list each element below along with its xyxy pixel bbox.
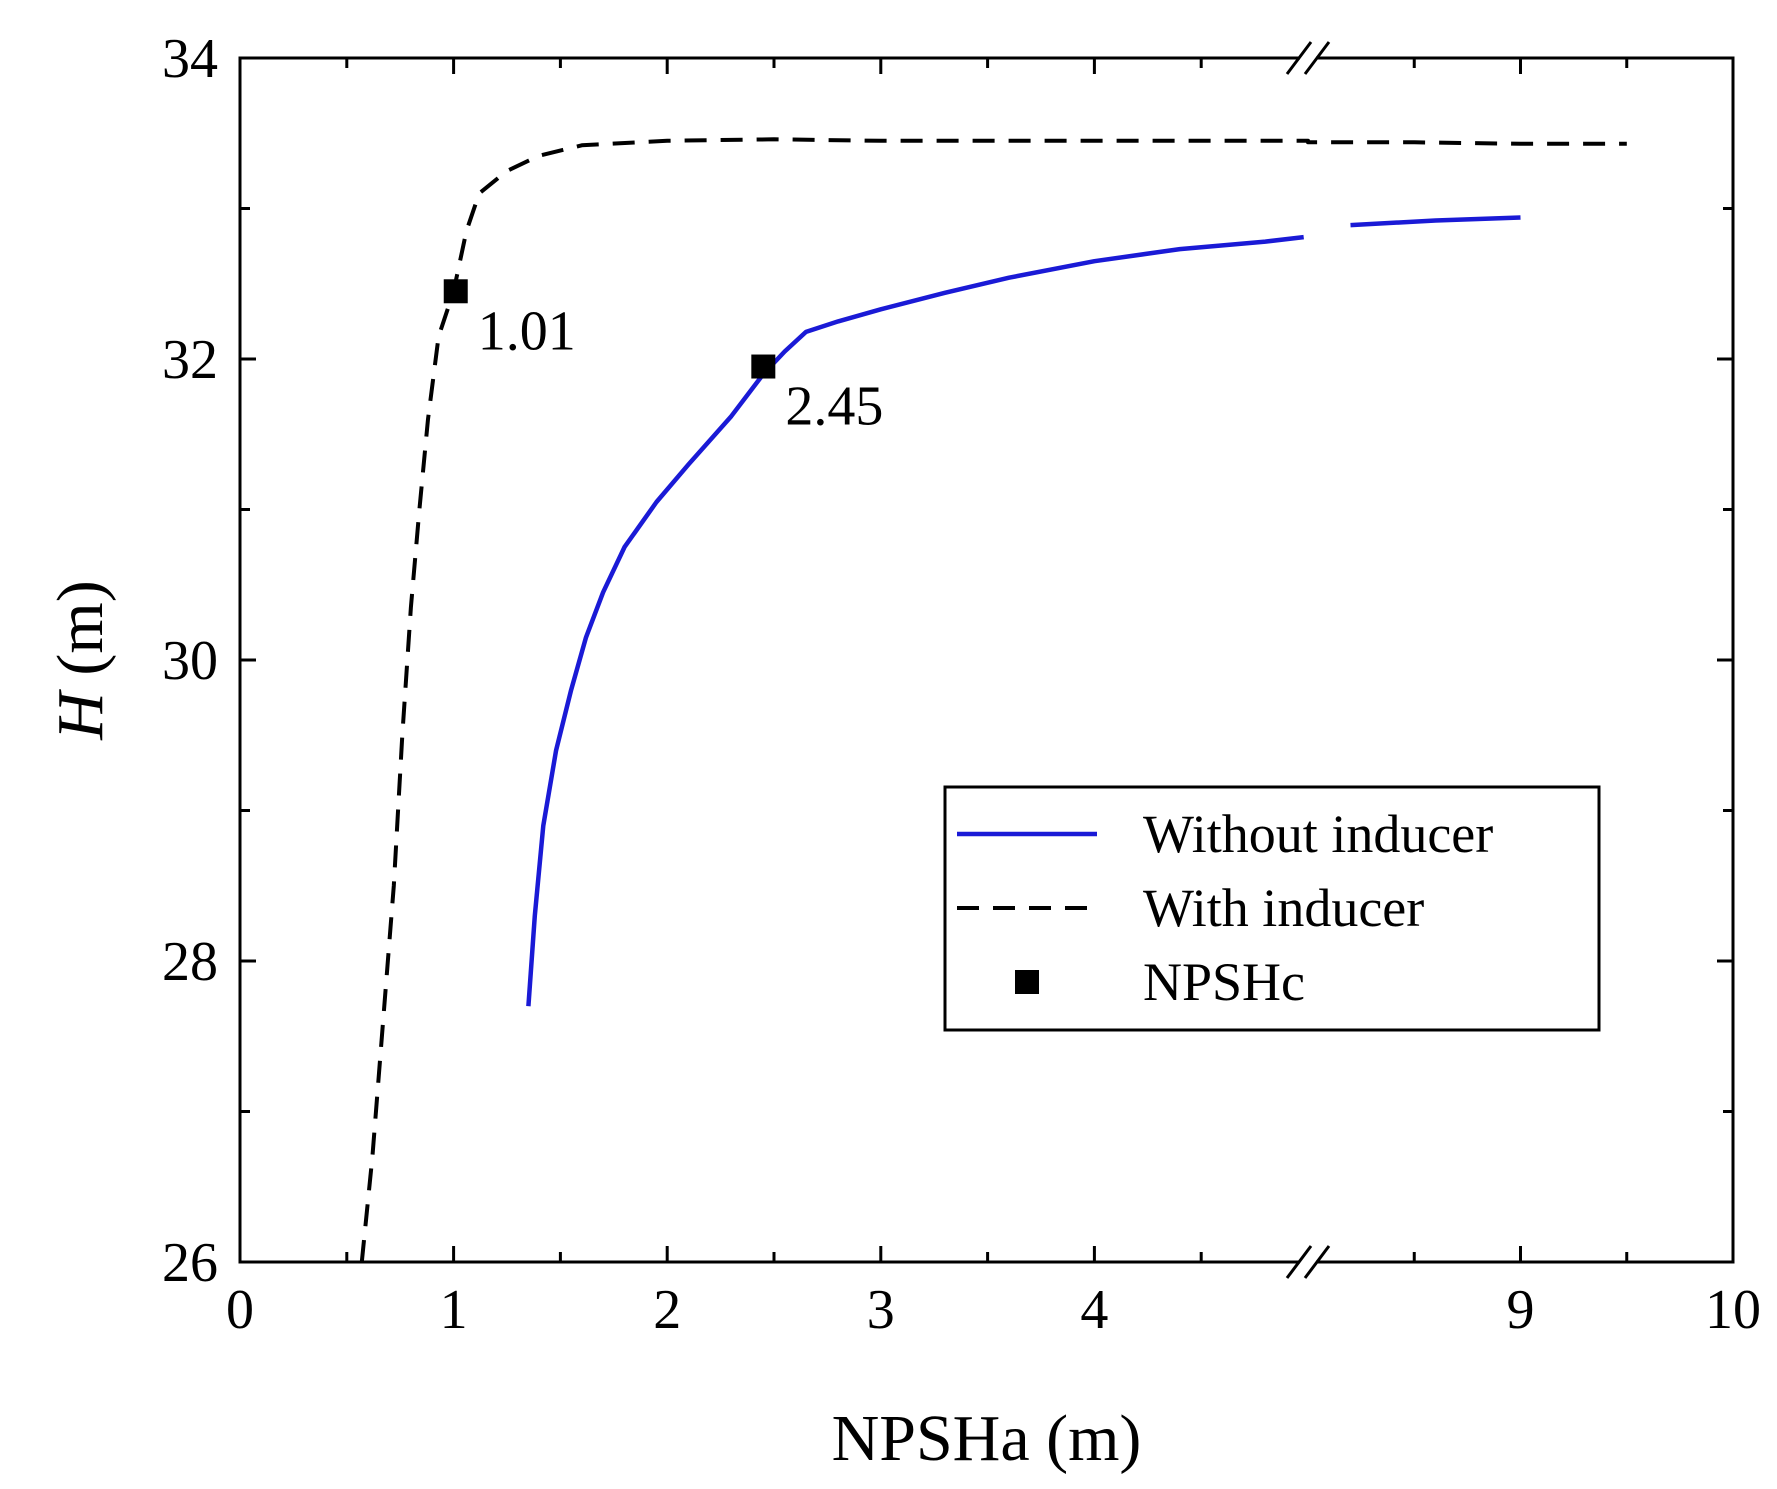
- legend: Without inducer With inducer NPSHc: [943, 785, 1601, 1032]
- series-line: [1350, 215, 1521, 228]
- legend-box: [943, 785, 1601, 1032]
- axis-break-slash: [1303, 1245, 1331, 1279]
- npshc-marker: [443, 279, 468, 304]
- series-line: [359, 137, 1627, 1263]
- npshc-annotation: 2.45: [785, 376, 883, 438]
- axis-break-gap: [1300, 52, 1316, 64]
- y-axis-title-symbol: H: [44, 689, 117, 741]
- y-tick-label: 28: [162, 931, 218, 993]
- x-tick-label: 9: [1507, 1279, 1535, 1341]
- x-tick-label: 3: [867, 1279, 895, 1341]
- x-tick-label: 0: [226, 1279, 254, 1341]
- legend-label: Without inducer: [1143, 804, 1493, 864]
- axis-break-slash: [1285, 41, 1313, 75]
- y-axis-title: H (m): [44, 580, 117, 740]
- x-tick-label: 1: [440, 1279, 468, 1341]
- y-tick-label: 34: [162, 28, 218, 90]
- axis-break-slash: [1303, 41, 1331, 75]
- y-tick-label: 30: [162, 630, 218, 692]
- npshc-annotation: 1.01: [478, 300, 576, 362]
- npshc-marker: [751, 354, 776, 379]
- legend-label: NPSHc: [1143, 952, 1305, 1012]
- axis-break-slash: [1285, 1245, 1313, 1279]
- x-tick-label: 10: [1705, 1279, 1761, 1341]
- legend-label: With inducer: [1143, 878, 1424, 938]
- x-tick-label: 2: [653, 1279, 681, 1341]
- axis-break-gap: [1300, 1256, 1316, 1268]
- axis-break: [1285, 41, 1331, 1279]
- y-tick-label: 26: [162, 1232, 218, 1294]
- series-line: [526, 234, 1304, 1007]
- x-axis-title: NPSHa (m): [832, 1402, 1142, 1475]
- series-layer: [359, 137, 1627, 1263]
- y-axis-title-unit: (m): [44, 580, 117, 692]
- legend-square-marker: [1015, 970, 1039, 994]
- y-tick-label: 32: [162, 329, 218, 391]
- plot-frame: [238, 56, 1735, 1264]
- marker-layer: 1.01 2.45: [443, 279, 883, 438]
- x-tick-label: 4: [1080, 1279, 1108, 1341]
